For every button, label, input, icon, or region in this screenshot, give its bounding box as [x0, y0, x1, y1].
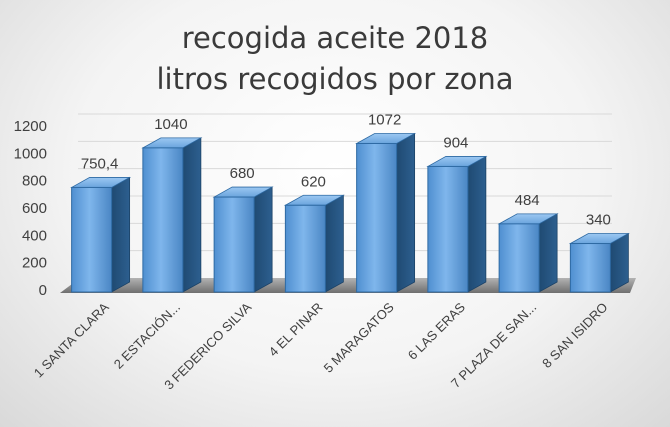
x-tick-label: 8 SAN ISIDRO: [539, 300, 610, 371]
y-tick-label: 0: [39, 282, 47, 299]
y-tick-label: 800: [22, 173, 47, 190]
y-axis: 0 200 400 600 800 1000 1200: [14, 118, 47, 299]
bar-front: [284, 204, 326, 293]
chart-subtitle: litros recogidos por zona: [156, 62, 513, 96]
y-tick-label: 600: [22, 200, 47, 217]
data-label: 904: [443, 134, 468, 151]
data-label: 620: [301, 173, 326, 190]
bar-4: [283, 194, 345, 293]
y-tick-label: 200: [22, 255, 47, 272]
bar-front: [213, 196, 255, 293]
data-label: 680: [230, 165, 255, 182]
data-label: 484: [515, 192, 540, 209]
floor-plane: [60, 278, 636, 293]
bar-8: [568, 232, 630, 293]
bar-2: [141, 137, 203, 293]
x-tick-label: 5 MARAGATOS: [321, 299, 397, 375]
bar-side: [182, 137, 202, 293]
bar-side: [253, 186, 273, 293]
bar-7: [497, 213, 559, 293]
x-tick-label: 2 ESTACIÓN...: [111, 300, 183, 372]
bar-front: [142, 147, 184, 293]
bar-6: [426, 155, 488, 293]
bar-side: [111, 176, 131, 293]
data-labels: 750,4 1040 680 620 1072 904 484 340: [81, 111, 611, 228]
y-tick-label: 1200: [14, 118, 47, 135]
bar-side: [538, 213, 558, 293]
y-tick-label: 400: [22, 227, 47, 244]
data-label: 750,4: [81, 155, 119, 172]
bar-front: [71, 186, 113, 293]
data-label: 1072: [368, 111, 401, 128]
bar-front: [498, 223, 540, 293]
x-tick-label: 4 EL PINAR: [266, 300, 326, 360]
x-tick-label: 1 SANTA CLARA: [31, 299, 112, 380]
bar-side: [467, 155, 487, 293]
bar-front: [569, 243, 611, 293]
bar-front: [427, 165, 469, 293]
bar-front: [356, 142, 398, 293]
bar-5: [355, 132, 417, 293]
data-label: 340: [586, 212, 611, 229]
chart-floor: [60, 278, 636, 293]
bar-side: [396, 132, 416, 293]
y-tick-label: 1000: [14, 145, 47, 162]
x-tick-label: 6 LAS ERAS: [405, 299, 468, 362]
bars: [70, 132, 630, 293]
x-axis: 1 SANTA CLARA 2 ESTACIÓN...3 FEDERICO SIL…: [31, 299, 611, 392]
bar-3: [212, 186, 274, 293]
chart-title: recogida aceite 2018: [182, 21, 489, 55]
bar-side: [324, 194, 344, 293]
data-label: 1040: [154, 116, 187, 133]
bar-1: [70, 176, 132, 293]
